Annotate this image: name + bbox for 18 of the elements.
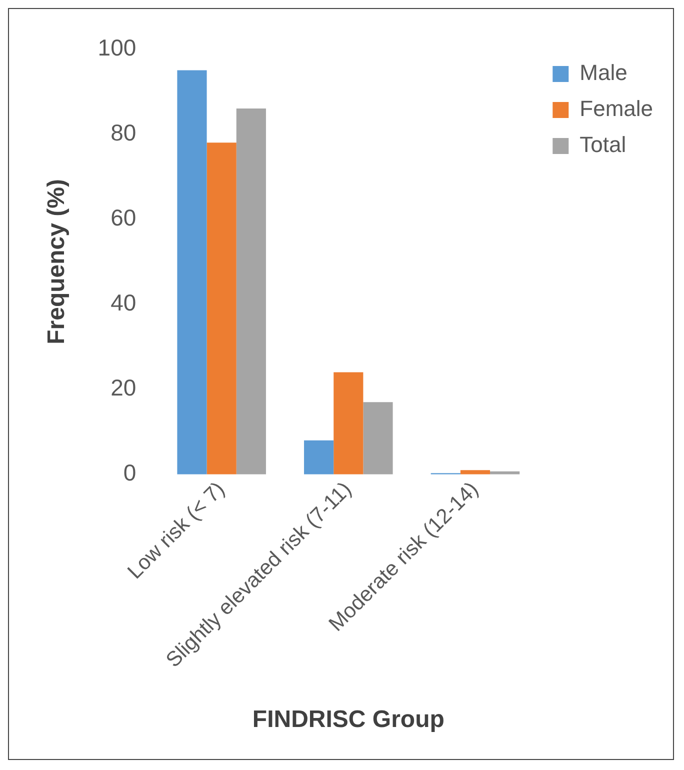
bar <box>236 108 266 474</box>
bar <box>363 402 393 474</box>
bar <box>206 142 236 474</box>
bar <box>460 470 490 474</box>
y-tick-label: 20 <box>110 374 136 401</box>
legend-label: Male <box>580 60 628 86</box>
y-tick-label: 60 <box>110 204 136 230</box>
bar <box>334 372 364 474</box>
y-axis-title: Frequency (%) <box>43 179 70 344</box>
y-tick-label: 40 <box>110 290 136 316</box>
y-tick-label: 0 <box>123 460 136 486</box>
legend-label: Total <box>580 132 626 158</box>
legend-label: Female <box>580 96 653 122</box>
x-axis-title: FINDRISC Group <box>252 706 444 734</box>
y-tick-label: 80 <box>110 119 136 146</box>
bar <box>304 440 334 474</box>
bar <box>177 70 207 474</box>
y-tick-label: 100 <box>98 34 136 60</box>
